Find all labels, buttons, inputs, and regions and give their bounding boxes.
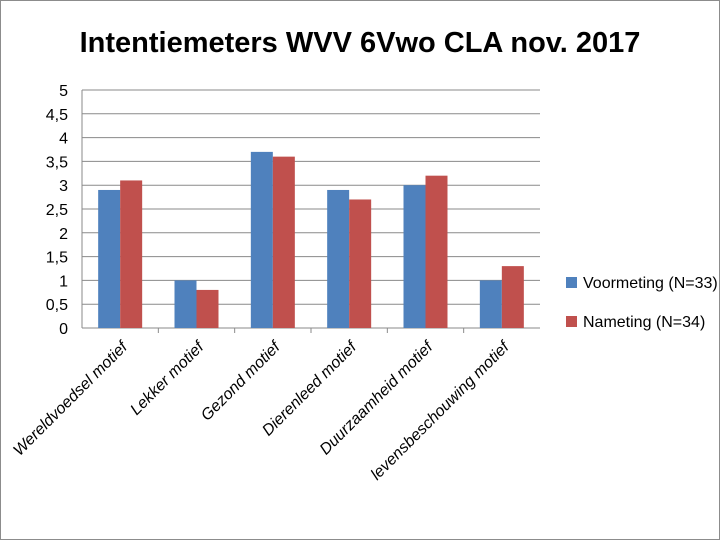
x-tick-label: levensbeschouwing motief	[368, 338, 514, 484]
x-tick-label: Wereldvoedsel motief	[10, 338, 132, 460]
legend-swatch	[566, 316, 577, 327]
y-tick-label: 4,5	[46, 107, 68, 124]
bar-nameting	[425, 175, 448, 328]
y-tick-label: 3,5	[46, 154, 68, 171]
legend-label: Voormeting (N=33)	[583, 275, 718, 292]
bar-voormeting	[98, 189, 121, 328]
legend-label: Nameting (N=34)	[583, 314, 705, 331]
legend-swatch	[566, 277, 577, 288]
bar-voormeting	[174, 280, 197, 328]
y-tick-label: 2,5	[46, 202, 68, 219]
axes: 0 0,5 1 1,5 2 2,5 3 3,5 4 4,5 5	[46, 83, 540, 338]
bar-nameting	[272, 156, 295, 328]
x-tick-label: Lekker motief	[127, 338, 208, 419]
chart-title: Intentiemeters WVV 6Vwo CLA nov. 2017	[80, 27, 641, 59]
y-tick-label: 1	[59, 273, 68, 290]
bar-voormeting	[250, 151, 273, 328]
gridlines	[82, 89, 540, 305]
y-tick-label: 4	[59, 131, 68, 148]
bar-nameting	[501, 266, 524, 328]
bars	[98, 151, 524, 328]
legend: Voormeting (N=33) Nameting (N=34)	[566, 275, 718, 331]
y-tick-label: 3	[59, 178, 68, 195]
x-tick-label: Gezond motief	[198, 338, 285, 425]
bar-nameting	[120, 180, 143, 328]
bar-voormeting	[479, 280, 502, 328]
y-tick-label: 0	[59, 321, 68, 338]
y-tick-label: 2	[59, 226, 68, 243]
y-tick-label: 1,5	[46, 250, 68, 267]
bar-voormeting	[403, 185, 426, 328]
bar-nameting	[196, 289, 219, 328]
bar-voormeting	[327, 189, 350, 328]
bar-nameting	[349, 199, 372, 328]
y-tick-label: 0,5	[46, 297, 68, 314]
y-tick-label: 5	[59, 83, 68, 100]
